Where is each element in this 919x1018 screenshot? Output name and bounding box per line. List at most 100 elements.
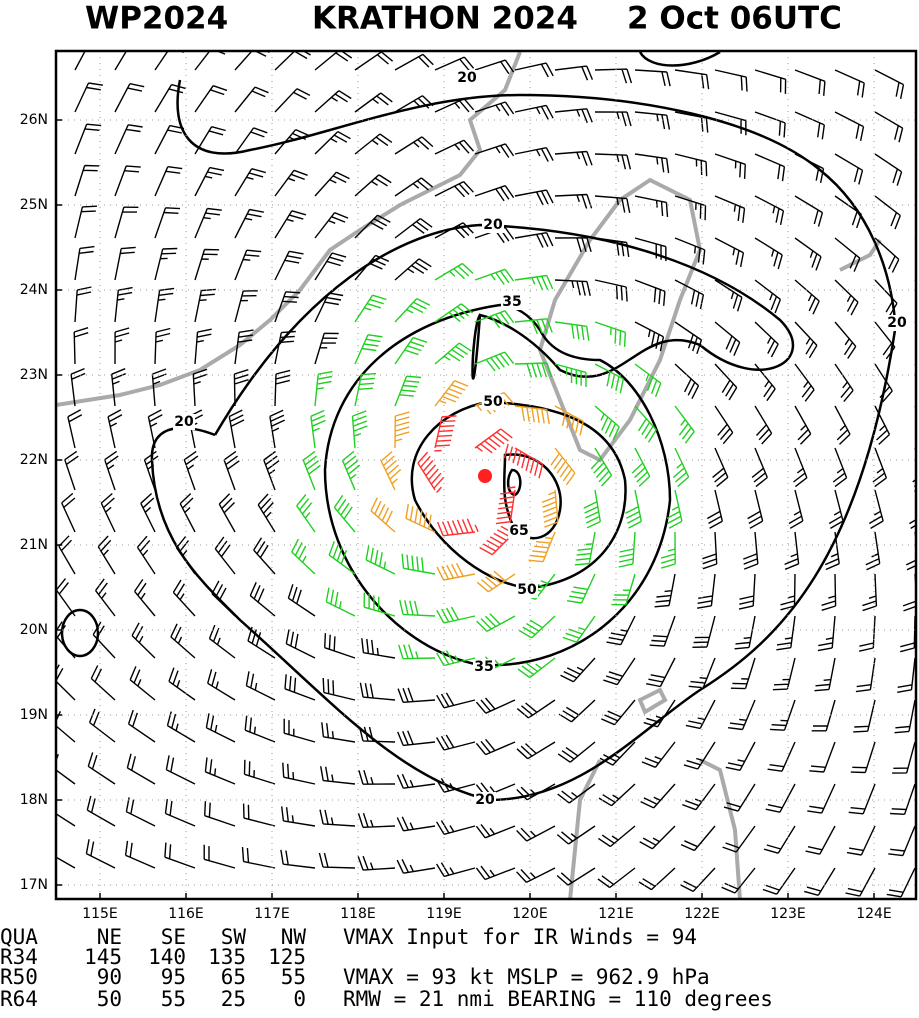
wind-barb bbox=[140, 492, 156, 533]
wind-barb bbox=[434, 415, 457, 452]
wind-barb bbox=[172, 579, 196, 617]
wind-barb bbox=[634, 69, 671, 87]
wind-barb bbox=[104, 450, 119, 491]
wind-barb bbox=[194, 288, 216, 323]
wind-barb bbox=[767, 741, 796, 772]
wind-barb bbox=[320, 766, 356, 785]
wind-barb bbox=[56, 797, 76, 827]
wind-barb bbox=[281, 806, 316, 827]
wind-barb bbox=[747, 489, 764, 529]
wind-barb bbox=[417, 451, 445, 493]
contour-label: 20 bbox=[483, 217, 503, 233]
wind-barb bbox=[474, 143, 515, 158]
wind-barb bbox=[154, 327, 171, 365]
wind-barb bbox=[666, 489, 683, 529]
wind-barb bbox=[631, 447, 651, 487]
wind-barb bbox=[583, 489, 601, 529]
wind-barb bbox=[434, 303, 474, 323]
wind-barb bbox=[357, 812, 396, 828]
contour-label: 65 bbox=[509, 523, 528, 539]
wind-barb bbox=[361, 638, 396, 659]
wind-barb bbox=[92, 621, 116, 659]
wind-barb bbox=[321, 722, 356, 743]
wind-barb bbox=[754, 363, 776, 402]
wind-barb bbox=[314, 51, 353, 71]
wind-barb bbox=[725, 741, 756, 771]
basin-title: WP2024 bbox=[85, 1, 228, 37]
wind-barb bbox=[874, 363, 893, 403]
wind-barb bbox=[862, 573, 878, 612]
wind-barb bbox=[90, 665, 116, 701]
wind-barb bbox=[834, 195, 862, 229]
wind-barb bbox=[474, 428, 513, 454]
wind-barb bbox=[394, 177, 434, 197]
wind-barb bbox=[203, 844, 236, 869]
wind-barb bbox=[234, 168, 266, 197]
wind-barb bbox=[640, 783, 676, 809]
storm-center bbox=[478, 469, 492, 483]
wind-barb bbox=[809, 741, 836, 773]
lon-label: 120E bbox=[512, 906, 548, 922]
wind-barb bbox=[634, 405, 657, 443]
wind-barb bbox=[598, 825, 636, 848]
wind-barb bbox=[674, 279, 705, 310]
wind-barb bbox=[314, 212, 349, 239]
wind-barb bbox=[88, 708, 116, 743]
wind-barb bbox=[370, 497, 396, 533]
wind-barb bbox=[436, 606, 476, 624]
wind-barb bbox=[858, 615, 876, 652]
wind-barb bbox=[794, 153, 825, 184]
wind-barb bbox=[874, 69, 905, 100]
wind-barb bbox=[436, 862, 476, 878]
wind-barb bbox=[211, 580, 236, 617]
wind-barb bbox=[124, 840, 156, 869]
wind-barb bbox=[495, 486, 516, 525]
wind-barb bbox=[824, 531, 840, 571]
wind-barb bbox=[714, 237, 745, 268]
wind-barb bbox=[514, 62, 554, 78]
contour-20-ring bbox=[150, 329, 897, 802]
wind-barb bbox=[894, 699, 916, 734]
wind-barb bbox=[514, 104, 554, 120]
wind-barb bbox=[170, 623, 196, 659]
info-block: QUA NE SE SW NW R34 145 140 135 125 R50 90 95 65 55 R64… bbox=[0, 925, 773, 1011]
wind-barb bbox=[814, 657, 836, 692]
wind-barb bbox=[274, 369, 291, 407]
wind-barb bbox=[516, 825, 556, 842]
wind-barb bbox=[682, 783, 716, 811]
wind-barb bbox=[872, 447, 888, 488]
wind-barb bbox=[594, 111, 632, 127]
lon-label: 117E bbox=[254, 906, 290, 922]
wind-barb bbox=[794, 279, 820, 315]
wind-barb bbox=[712, 447, 729, 488]
wind-barb bbox=[714, 279, 743, 312]
wind-barb bbox=[634, 237, 667, 262]
wind-barb bbox=[554, 321, 590, 341]
wind-barb bbox=[853, 699, 876, 733]
wind-barb bbox=[865, 531, 881, 571]
wind-barb bbox=[322, 677, 356, 701]
axes: 26N 25N 24N 23N 22N 21N 20N 19N 18N 17N 115E 116E 11… bbox=[20, 112, 892, 922]
contours bbox=[60, 51, 897, 802]
wind-barb bbox=[634, 321, 665, 352]
wind-barb bbox=[365, 545, 396, 575]
wind-barb bbox=[436, 562, 476, 581]
wind-barb bbox=[154, 166, 183, 197]
contour-label-bg bbox=[473, 659, 495, 675]
lon-label: 123E bbox=[770, 906, 806, 922]
wind-barb bbox=[269, 409, 285, 449]
wind-barb bbox=[805, 825, 836, 855]
wind-barb bbox=[434, 342, 472, 365]
wind-barb bbox=[516, 783, 556, 801]
wind-barb bbox=[874, 405, 891, 445]
wind-barb bbox=[557, 783, 596, 804]
wind-barb bbox=[70, 367, 86, 407]
wind-barb bbox=[74, 123, 102, 155]
wind-barb bbox=[192, 368, 208, 407]
wind-barb bbox=[900, 615, 916, 653]
wind-barb bbox=[354, 372, 377, 407]
wind-barb bbox=[234, 51, 270, 71]
table-cell: 65 bbox=[221, 965, 246, 989]
table-cell: R50 bbox=[0, 965, 38, 989]
wind-barb bbox=[674, 363, 700, 400]
